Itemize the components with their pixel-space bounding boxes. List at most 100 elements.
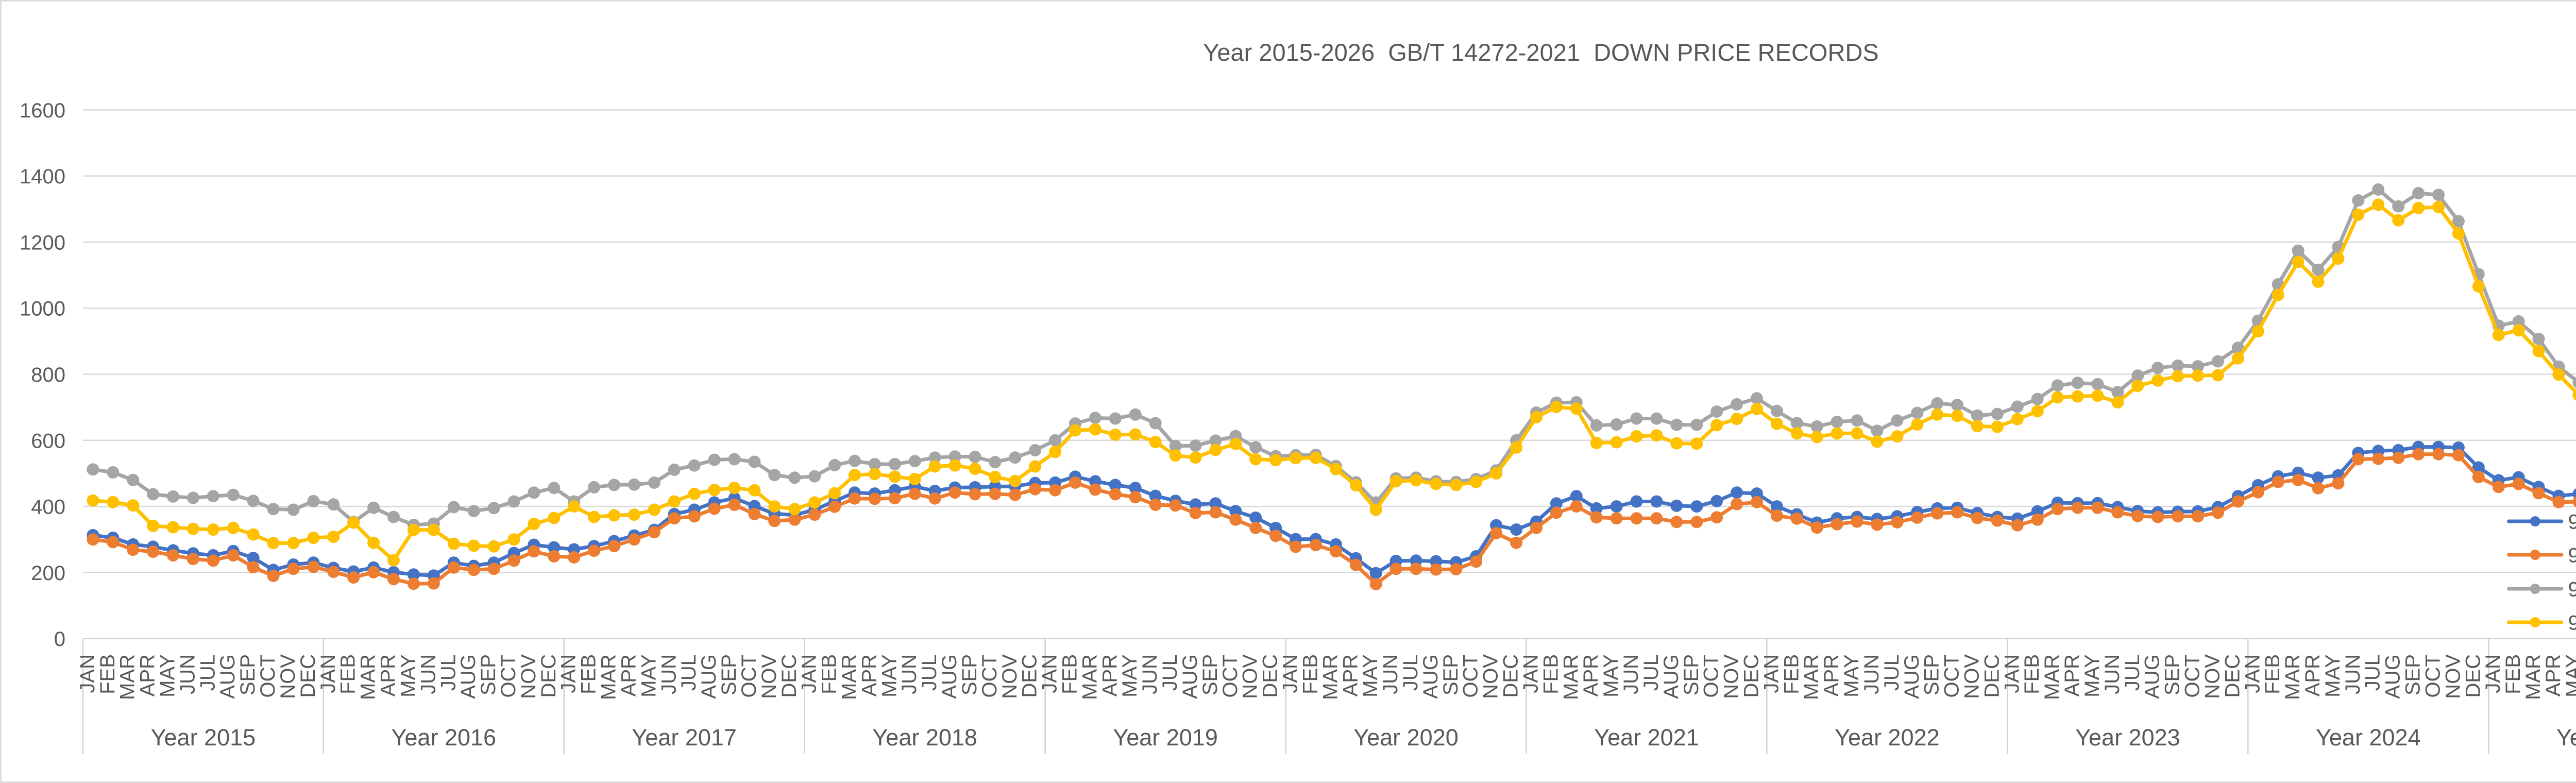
svg-text:FEB: FEB: [2261, 654, 2284, 694]
svg-text:DEC: DEC: [1500, 654, 1522, 697]
svg-text:MAY: MAY: [1600, 654, 1622, 697]
svg-text:1400: 1400: [20, 165, 65, 188]
svg-text:JUL: JUL: [2121, 654, 2144, 691]
svg-text:AUG: AUG: [938, 654, 961, 699]
svg-text:1200: 1200: [20, 231, 65, 254]
svg-text:JUN: JUN: [2101, 654, 2124, 694]
svg-text:APR: APR: [2542, 654, 2565, 696]
svg-text:JUN: JUN: [2342, 654, 2364, 694]
svg-text:MAY: MAY: [1359, 654, 1382, 697]
svg-text:MAR: MAR: [1560, 654, 1582, 700]
svg-text:OCT: OCT: [1941, 654, 1963, 697]
svg-text:Year 2021: Year 2021: [1594, 724, 1699, 751]
svg-text:FEB: FEB: [818, 654, 841, 694]
svg-text:DEC: DEC: [2462, 654, 2484, 697]
svg-text:OCT: OCT: [2181, 654, 2204, 697]
svg-text:Year 2022: Year 2022: [1835, 724, 1940, 751]
svg-text:MAY: MAY: [2562, 654, 2576, 697]
svg-text:JUN: JUN: [1379, 654, 1402, 694]
svg-text:MAR: MAR: [1800, 654, 1823, 700]
svg-text:NOV: NOV: [1239, 654, 1262, 699]
svg-text:JUN: JUN: [1620, 654, 1642, 694]
svg-text:JAN: JAN: [2241, 654, 2264, 693]
svg-text:MAY: MAY: [2081, 654, 2104, 697]
svg-text:NOV: NOV: [758, 654, 781, 699]
svg-text:Year 2018: Year 2018: [872, 724, 977, 751]
svg-text:AUG: AUG: [457, 654, 480, 699]
svg-text:JUN: JUN: [417, 654, 439, 694]
svg-text:OCT: OCT: [257, 654, 279, 697]
svg-text:NOV: NOV: [517, 654, 540, 699]
svg-text:Year 2024: Year 2024: [2316, 724, 2421, 751]
svg-text:JAN: JAN: [1039, 654, 1061, 693]
svg-text:JUL: JUL: [437, 654, 460, 691]
svg-text:AUG: AUG: [1660, 654, 1683, 699]
svg-text:MAR: MAR: [357, 654, 380, 700]
svg-text:MAY: MAY: [878, 654, 901, 697]
svg-text:FEB: FEB: [1059, 654, 1081, 694]
svg-text:AUG: AUG: [1419, 654, 1442, 699]
svg-text:800: 800: [31, 364, 65, 386]
svg-text:MAY: MAY: [157, 654, 179, 697]
svg-text:APR: APR: [858, 654, 880, 696]
svg-text:SEP: SEP: [2402, 654, 2425, 695]
svg-text:JUL: JUL: [677, 654, 700, 691]
svg-text:JUN: JUN: [1860, 654, 1883, 694]
svg-text:JAN: JAN: [76, 654, 99, 693]
svg-text:APR: APR: [1098, 654, 1121, 696]
svg-text:AUG: AUG: [1179, 654, 1201, 699]
svg-text:MAR: MAR: [2281, 654, 2304, 700]
svg-text:SEP: SEP: [236, 654, 259, 695]
svg-text:FEB: FEB: [1780, 654, 1803, 694]
svg-text:NOV: NOV: [998, 654, 1021, 699]
svg-text:FEB: FEB: [2021, 654, 2043, 694]
svg-text:JAN: JAN: [317, 654, 340, 693]
svg-text:Year 2015: Year 2015: [151, 724, 256, 751]
svg-text:DEC: DEC: [1259, 654, 1282, 697]
svg-text:FEB: FEB: [1299, 654, 1321, 694]
svg-text:OCT: OCT: [1460, 654, 1482, 697]
svg-text:FEB: FEB: [2502, 654, 2524, 694]
svg-text:NOV: NOV: [277, 654, 299, 699]
svg-text:1000: 1000: [20, 298, 65, 320]
svg-text:JAN: JAN: [557, 654, 580, 693]
svg-text:MAY: MAY: [2321, 654, 2344, 697]
svg-text:OCT: OCT: [978, 654, 1001, 697]
svg-text:DEC: DEC: [2221, 654, 2244, 697]
svg-text:200: 200: [31, 562, 65, 585]
svg-text:FEB: FEB: [578, 654, 600, 694]
svg-text:90% WGD: 90% WGD: [2568, 578, 2576, 601]
svg-text:FEB: FEB: [337, 654, 360, 694]
svg-text:SEP: SEP: [1921, 654, 1943, 695]
svg-text:MAY: MAY: [1118, 654, 1141, 697]
svg-text:JUN: JUN: [898, 654, 921, 694]
svg-text:Year 2023: Year 2023: [2075, 724, 2180, 751]
svg-text:MAR: MAR: [116, 654, 139, 700]
svg-text:NOV: NOV: [2442, 654, 2464, 699]
svg-text:Year 2019: Year 2019: [1113, 724, 1218, 751]
svg-text:OCT: OCT: [497, 654, 520, 697]
svg-text:90% GGD: 90% GGD: [2568, 612, 2576, 635]
svg-text:DEC: DEC: [1980, 654, 2003, 697]
svg-text:OCT: OCT: [1219, 654, 1242, 697]
svg-text:APR: APR: [2301, 654, 2324, 696]
svg-text:AUG: AUG: [698, 654, 720, 699]
svg-text:JUL: JUL: [1159, 654, 1181, 691]
svg-text:600: 600: [31, 430, 65, 452]
svg-text:JUN: JUN: [176, 654, 199, 694]
svg-text:SEP: SEP: [1199, 654, 1222, 695]
svg-text:DEC: DEC: [1740, 654, 1763, 697]
svg-text:APR: APR: [1820, 654, 1843, 696]
svg-text:JUL: JUL: [196, 654, 219, 691]
svg-text:FEB: FEB: [1539, 654, 1562, 694]
svg-text:NOV: NOV: [1480, 654, 1502, 699]
svg-text:JUL: JUL: [1399, 654, 1422, 691]
svg-text:0: 0: [54, 628, 65, 651]
svg-text:JAN: JAN: [2001, 654, 2023, 693]
svg-text:MAR: MAR: [2041, 654, 2063, 700]
svg-text:MAR: MAR: [1319, 654, 1342, 700]
svg-text:DEC: DEC: [297, 654, 319, 697]
svg-text:AUG: AUG: [2141, 654, 2164, 699]
svg-text:Year 2020: Year 2020: [1353, 724, 1459, 751]
svg-text:OCT: OCT: [2422, 654, 2445, 697]
